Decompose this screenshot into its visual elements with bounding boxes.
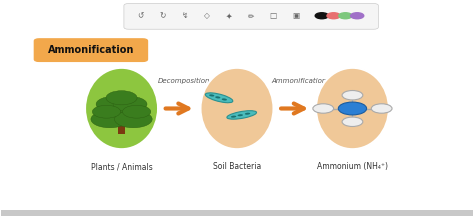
Ellipse shape — [237, 114, 243, 116]
Circle shape — [115, 111, 152, 128]
Text: □: □ — [270, 11, 277, 20]
Text: ↯: ↯ — [182, 11, 188, 20]
Text: Ammonium (NH₄⁺): Ammonium (NH₄⁺) — [317, 162, 388, 171]
Text: ◇: ◇ — [204, 11, 210, 20]
Ellipse shape — [209, 94, 214, 97]
Circle shape — [339, 13, 352, 19]
Text: Ammonification: Ammonification — [272, 78, 327, 84]
Ellipse shape — [201, 68, 273, 149]
Circle shape — [342, 117, 363, 127]
Circle shape — [342, 90, 363, 100]
Circle shape — [96, 97, 130, 112]
Circle shape — [122, 105, 151, 118]
Bar — [1, 210, 473, 216]
Circle shape — [327, 13, 340, 19]
Ellipse shape — [205, 93, 233, 103]
Circle shape — [371, 104, 392, 113]
Text: ✏: ✏ — [248, 11, 255, 20]
Text: ▣: ▣ — [292, 11, 299, 20]
Circle shape — [91, 111, 128, 128]
Ellipse shape — [85, 68, 158, 149]
FancyBboxPatch shape — [124, 3, 378, 29]
Circle shape — [338, 102, 366, 115]
Ellipse shape — [245, 113, 250, 115]
Circle shape — [351, 13, 364, 19]
Circle shape — [106, 91, 137, 105]
Text: ✦: ✦ — [226, 11, 232, 20]
Circle shape — [113, 97, 147, 112]
Circle shape — [315, 13, 328, 19]
Text: Plants / Animals: Plants / Animals — [91, 162, 153, 171]
Text: Ammonification: Ammonification — [48, 45, 134, 55]
Bar — [118, 119, 125, 134]
Text: Decomposition: Decomposition — [158, 78, 210, 84]
Ellipse shape — [222, 98, 227, 100]
Text: Soil Bacteria: Soil Bacteria — [213, 162, 261, 171]
Circle shape — [313, 104, 334, 113]
Ellipse shape — [227, 111, 256, 119]
Ellipse shape — [231, 116, 237, 118]
Text: ↻: ↻ — [159, 11, 166, 20]
Circle shape — [98, 100, 145, 121]
FancyBboxPatch shape — [35, 39, 147, 61]
Ellipse shape — [316, 68, 389, 149]
Ellipse shape — [215, 96, 220, 99]
Circle shape — [92, 105, 120, 118]
Text: ↺: ↺ — [137, 11, 144, 20]
